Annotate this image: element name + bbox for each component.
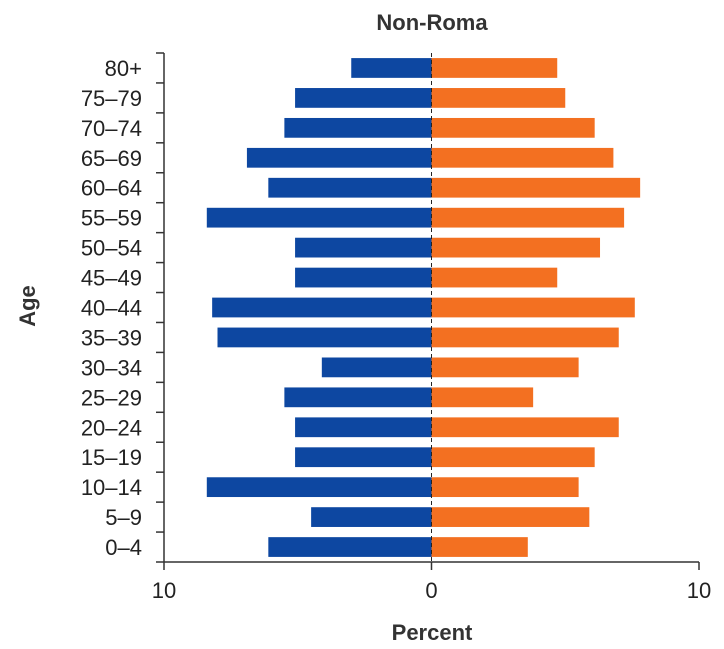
- right-bar-13: [431, 147, 614, 168]
- left-bar-1: [311, 507, 432, 527]
- y-tick-label: 60–64: [81, 176, 142, 201]
- y-tick-label: 65–69: [81, 146, 142, 171]
- y-tick-label: 10–14: [81, 475, 142, 500]
- right-bar-5: [431, 387, 534, 408]
- left-bar-4: [295, 417, 432, 438]
- y-tick-label: 30–34: [81, 355, 142, 380]
- x-axis-title: Percent: [392, 620, 473, 645]
- labels-group: 0–4 5–9 10–14 15–19 20–24 25–29 30–34 35–39 40–4…: [81, 56, 711, 603]
- right-bar-7: [431, 327, 619, 348]
- y-tick-label: 15–19: [81, 445, 142, 470]
- right-bar-1: [431, 507, 590, 527]
- y-tick-label: 25–29: [81, 385, 142, 410]
- bars-group: [206, 58, 641, 557]
- y-tick-label: 75–79: [81, 86, 142, 111]
- y-tick-label: 50–54: [81, 236, 142, 261]
- left-bar-12: [268, 177, 432, 198]
- y-tick-label: 55–59: [81, 206, 142, 231]
- left-bar-2: [206, 477, 432, 498]
- left-bar-14: [284, 117, 432, 138]
- right-bar-14: [431, 117, 595, 138]
- x-tick-label: 0: [425, 578, 437, 603]
- y-tick-label: 45–49: [81, 266, 142, 291]
- x-tick-label: 10: [687, 578, 711, 603]
- right-bar-12: [431, 177, 641, 198]
- y-tick-label: 80+: [105, 56, 142, 81]
- y-tick-label: 5–9: [105, 505, 142, 530]
- right-bar-0: [431, 537, 528, 557]
- left-bar-13: [246, 147, 432, 168]
- left-bar-11: [206, 207, 432, 228]
- right-bar-3: [431, 447, 595, 468]
- chart-title: Non-Roma: [376, 10, 488, 35]
- left-bar-9: [295, 267, 432, 288]
- right-bar-2: [431, 477, 579, 498]
- right-bar-6: [431, 357, 579, 378]
- y-tick-label: 20–24: [81, 415, 142, 440]
- right-bar-4: [431, 417, 619, 438]
- right-bar-11: [431, 207, 625, 228]
- left-bar-16: [351, 58, 432, 78]
- y-axis-title: Age: [15, 285, 40, 327]
- axes-group: [156, 52, 700, 570]
- right-bar-16: [431, 58, 558, 78]
- y-tick-label: 0–4: [105, 535, 142, 560]
- left-bar-7: [217, 327, 432, 348]
- left-bar-6: [321, 357, 432, 378]
- right-bar-15: [431, 88, 566, 108]
- left-bar-5: [284, 387, 432, 408]
- right-bar-9: [431, 267, 558, 288]
- y-tick-label: 70–74: [81, 116, 142, 141]
- right-bar-10: [431, 237, 601, 258]
- left-bar-3: [295, 447, 432, 468]
- left-bar-15: [295, 88, 432, 108]
- y-tick-label: 40–44: [81, 296, 142, 321]
- x-tick-label: 10: [152, 578, 176, 603]
- left-bar-10: [295, 237, 432, 258]
- y-tick-label: 35–39: [81, 325, 142, 350]
- left-bar-8: [212, 297, 432, 318]
- left-bar-0: [268, 537, 432, 557]
- right-bar-8: [431, 297, 635, 318]
